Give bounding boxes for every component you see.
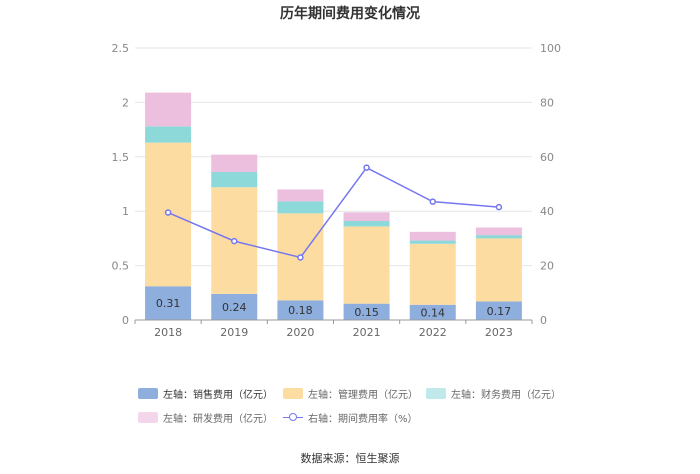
bar-segment-3 [343, 220, 390, 227]
bar-segment-4 [277, 189, 324, 202]
bar-segment-1 [409, 304, 456, 320]
bar-segment-2 [409, 243, 456, 305]
bar-segment-4 [343, 212, 390, 221]
y-left-tick-label: 0.5 [112, 260, 130, 273]
rate-point [429, 198, 436, 205]
y-right-tick-label: 80 [540, 96, 554, 109]
legend-swatch-admin [283, 388, 303, 399]
bar-segment-3 [211, 172, 258, 188]
legend-item-admin[interactable]: 左轴：管理费用（亿元） [283, 386, 418, 401]
rate-point [495, 203, 503, 211]
chart-svg: 历年期间费用变化情况 0.31 0.24 0.18 0.15 0.14 0.17 0 0.5… [112, 5, 562, 339]
bar-segment-4 [409, 231, 456, 241]
bar-segment-1 [277, 300, 324, 320]
legend-swatch-rate [283, 412, 303, 423]
bar-value-label: 0.14 [421, 306, 446, 319]
rate-point [231, 237, 238, 245]
legend-item-sales[interactable]: 左轴：销售费用（亿元） [138, 386, 273, 401]
y-left-tick-label: 1.5 [112, 151, 130, 164]
y-left-tick-label: 2 [122, 96, 129, 109]
legend-item-rate[interactable]: 右轴：期间费用率（%） [283, 410, 418, 425]
bar-value-label: 0.15 [354, 306, 379, 319]
bar-segment-4 [475, 227, 522, 236]
rate-point [164, 209, 172, 216]
y-right-tick-label: 20 [540, 260, 554, 273]
y-right-tick-label: 60 [540, 151, 554, 164]
source-note: 数据来源：恒生聚源 [300, 452, 400, 465]
bars [145, 92, 522, 320]
bar-value-label: 0.31 [156, 297, 181, 310]
bar-segment-3 [475, 235, 522, 239]
bar-value-label: 0.24 [222, 301, 247, 314]
legend-label-sales: 左轴：销售费用（亿元） [163, 390, 273, 401]
y-left-tick-label: 1 [122, 205, 129, 218]
grid [135, 47, 532, 267]
legend-label-finance: 左轴：财务费用（亿元） [451, 390, 561, 401]
x-tick-label: 2019 [220, 326, 248, 339]
legend-label-rate: 右轴：期间费用率（%） [308, 414, 418, 425]
x-tick-label: 2023 [485, 326, 513, 339]
bar-value-label: 0.18 [288, 304, 313, 317]
x-tick-label: 2022 [419, 326, 447, 339]
y-right-tick-label: 100 [540, 42, 561, 55]
bar-segment-3 [145, 126, 192, 143]
bar-segment-2 [475, 238, 522, 302]
y-left-tick-label: 0 [122, 314, 129, 327]
bar-segment-1 [145, 286, 192, 320]
legend-label-admin: 左轴：管理费用（亿元） [308, 390, 418, 401]
bar-segment-3 [277, 201, 324, 214]
rate-point [363, 164, 370, 171]
data-labels: 0.31 0.24 0.18 0.15 0.14 0.17 [156, 297, 511, 319]
bar-segment-1 [343, 303, 390, 320]
bar-segment-3 [409, 240, 456, 244]
x-tick-label: 2018 [154, 326, 182, 339]
bar-segment-4 [145, 92, 192, 127]
legend-item-finance[interactable]: 左轴：财务费用（亿元） [426, 386, 561, 401]
legend-swatch-finance [426, 388, 446, 399]
bar-segment-1 [475, 301, 522, 320]
bar-value-label: 0.17 [487, 305, 512, 318]
axes: 0 0.5 1 1.5 2 2.5 0 20 40 60 80 100 2018 2019 2020 2021… [112, 42, 562, 339]
bar-segment-1 [211, 293, 258, 320]
chart-title: 历年期间费用变化情况 [280, 5, 420, 22]
y-right-tick-label: 40 [540, 205, 554, 218]
x-tick-label: 2021 [353, 326, 381, 339]
bar-segment-2 [343, 226, 390, 304]
rate-line-path [167, 166, 499, 259]
legend-item-rnd[interactable]: 左轴：研发费用（亿元） [138, 410, 273, 425]
legend-swatch-sales [138, 388, 158, 399]
legend-label-rnd: 左轴：研发费用（亿元） [163, 414, 273, 425]
bar-segment-4 [211, 154, 258, 173]
rate-point [297, 254, 304, 261]
x-tick-label: 2020 [286, 326, 314, 339]
y-right-tick-label: 0 [540, 314, 547, 327]
y-left-tick-label: 2.5 [112, 42, 130, 55]
legend-swatch-rnd [138, 412, 158, 423]
rate-line [164, 164, 503, 261]
